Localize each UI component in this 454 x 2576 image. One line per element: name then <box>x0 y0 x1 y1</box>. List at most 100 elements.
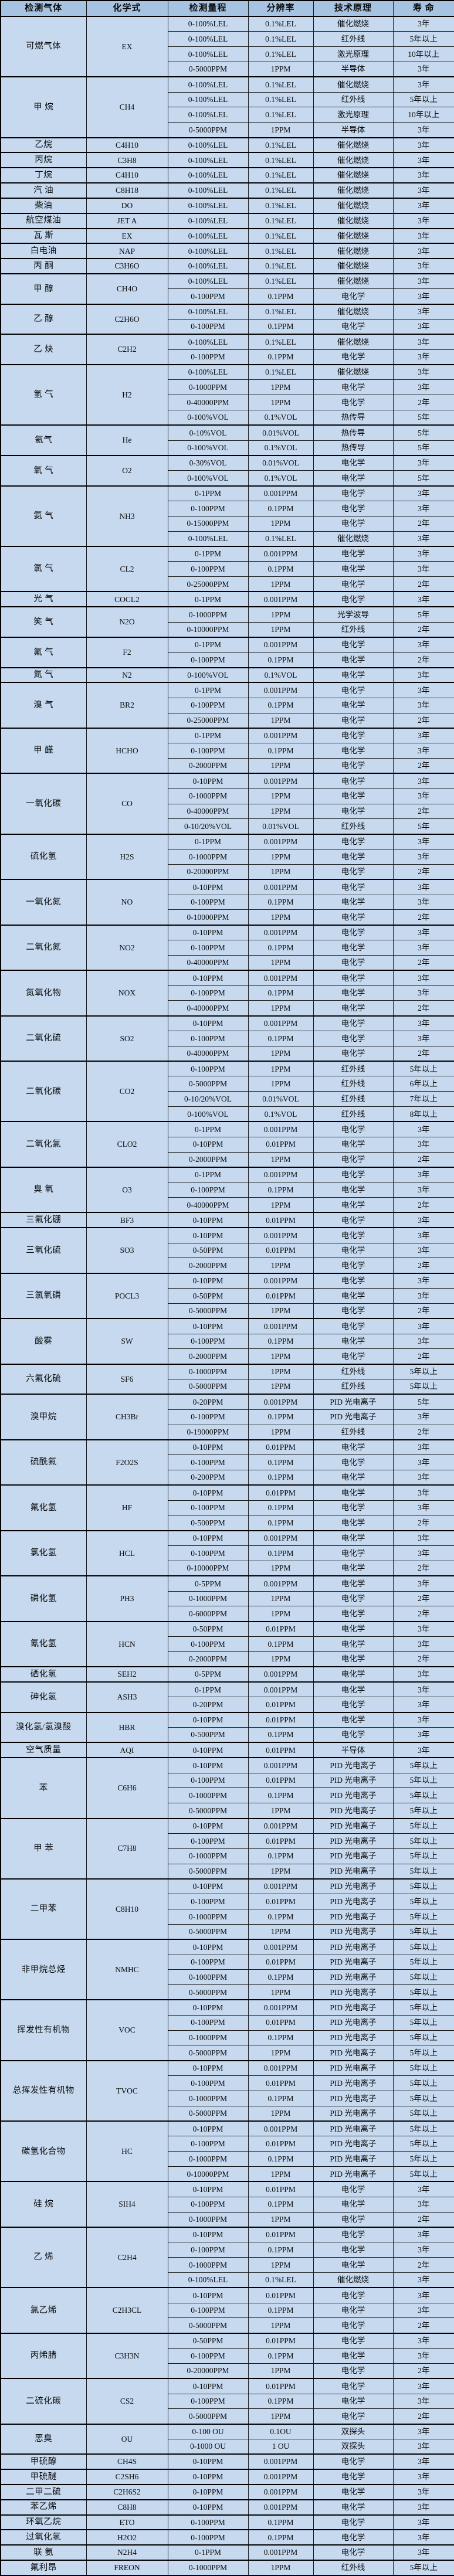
principle-cell: 电化学 <box>313 924 394 941</box>
table-row: 0-100%LEL 0.1%LEL 红外线 5年以上 <box>1 91 454 108</box>
principle-cell: PID 光电离子 <box>313 1772 394 1789</box>
table-row: 氧 气 O2 0-30%VOL 0.01%VOL 电化学 3年 <box>0 455 454 487</box>
range-cell: 0-100%LEL <box>167 227 249 244</box>
gas-name-cell: 非甲烷总烃 <box>0 1939 87 2000</box>
range-cell: 0-1000PPM <box>167 379 249 396</box>
table-row: 0-25000PPM 1PPM 电化学 2年 <box>1 712 454 729</box>
range-cell: 0-10PPM <box>167 1212 249 1228</box>
resolution-cell: 0.1PPM <box>248 1182 314 1198</box>
table-row: 丙烯腈 C3H3N 0-50PPM 0.01PPM 电化学 3年 <box>0 2332 454 2379</box>
lifespan-cell: 3年 <box>392 1454 454 1470</box>
table-row: 0-500PPM 0.1PPM 电化学 3年 <box>1 1727 454 1743</box>
formula-cell: HCL <box>86 1530 168 1576</box>
table-row: 0-100PPM 0.01PPM PID 光电离子 5年以上 <box>1 2075 454 2091</box>
gas-name-cell: 丙 酮 <box>0 258 87 274</box>
lifespan-cell: 5年以上 <box>392 2014 454 2031</box>
range-cell: 0-100PPM <box>167 2242 249 2258</box>
resolution-cell: 0.001PPM <box>248 1166 314 1183</box>
table-row: 臭 氧 O3 0-1PPM 0.001PPM 电化学 3年 <box>0 1166 454 1213</box>
resolution-cell: 0.001PPM <box>248 2060 314 2077</box>
table-row: 0-100PPM 0.1PPM 电化学 3年 <box>1 1545 454 1561</box>
range-cell: 0-100PPM <box>167 501 249 516</box>
range-cell: 0-100%VOL <box>167 440 249 456</box>
gas-name-cell: 空气质量 <box>0 1742 87 1758</box>
principle-cell: 电化学 <box>313 561 394 577</box>
table-row: 溴化氢/氢溴酸 HBR 0-10PPM 0.01PPM 电化学 3年 <box>0 1711 454 1743</box>
range-cell: 0-1000PPM <box>167 2211 249 2228</box>
principle-cell: PID 光电离子 <box>313 1757 394 1773</box>
gas-name-cell: 磷化氢 <box>0 1575 87 1622</box>
gas-name-cell: 甲硫醇 <box>0 2453 87 2470</box>
lifespan-cell: 3年 <box>392 1333 454 1350</box>
resolution-cell: 0.01PPM <box>248 1711 314 1728</box>
range-cell: 0-10/20%VOL <box>167 818 249 835</box>
resolution-cell: 0.001PPM <box>248 485 314 501</box>
principle-cell: 红外线 <box>313 2560 394 2576</box>
range-cell: 0-5000PPM <box>167 1923 249 1940</box>
resolution-cell: 0.1%LEL <box>248 16 314 32</box>
principle-cell: 电化学 <box>313 1000 394 1017</box>
resolution-cell: 0.01PPM <box>248 2226 314 2243</box>
gas-name-cell: 氧 气 <box>0 455 87 487</box>
lifespan-cell: 5年以上 <box>392 1954 454 1970</box>
range-cell: 0-5000PPM <box>167 122 249 138</box>
lifespan-cell: 2年 <box>392 2317 454 2334</box>
lifespan-cell: 3年 <box>392 1636 454 1652</box>
principle-cell: 电化学 <box>313 879 394 895</box>
formula-cell: NOX <box>86 970 168 1017</box>
table-row: 航空煤油 JET A 0-100%LEL 0.1%LEL 催化燃烧 3年 <box>0 212 454 229</box>
resolution-cell: 1PPM <box>248 606 314 623</box>
principle-cell: PID 光电离子 <box>313 1894 394 1910</box>
range-cell: 0-5000PPM <box>167 1863 249 1880</box>
gas-name-cell: 硒化氢 <box>0 1666 87 1683</box>
lifespan-cell: 2年 <box>392 2408 454 2425</box>
column-header-4: 技术原理 <box>313 0 394 17</box>
range-cell: 0-10PPM <box>167 1015 249 1031</box>
formula-cell: FREON <box>86 2560 168 2576</box>
range-cell: 0-10PPM <box>167 1711 249 1728</box>
resolution-cell: 1PPM <box>248 2560 314 2576</box>
table-row: 磷化氢 PH3 0-5PPM 0.001PPM 电化学 3年 <box>0 1575 454 1622</box>
lifespan-cell: 2年 <box>392 652 454 668</box>
table-row: 0-5000PPM 1PPM PID 光电离子 5年以上 <box>1 1984 454 2000</box>
table-row: 0-100PPM 0.1PPM 电化学 3年 <box>1 1030 454 1046</box>
formula-cell: OU <box>86 2423 168 2455</box>
resolution-cell: 0.1PPM <box>248 1969 314 1986</box>
lifespan-cell: 3年 <box>392 1681 454 1698</box>
resolution-cell: 0.001PPM <box>248 1318 314 1334</box>
lifespan-cell: 3年 <box>392 182 454 199</box>
lifespan-cell: 2年 <box>392 2211 454 2228</box>
range-cell: 0-1000PPM <box>167 1848 249 1864</box>
lifespan-cell: 2年 <box>392 1424 454 1440</box>
range-cell: 0-100PPM <box>167 940 249 956</box>
resolution-cell: 0.001PPM <box>248 727 314 744</box>
formula-cell: ETO <box>86 2514 168 2530</box>
formula-cell: SF6 <box>86 1363 168 1395</box>
principle-cell: 电化学 <box>313 2499 394 2516</box>
resolution-cell: 0.01PPM <box>248 1894 314 1910</box>
table-row: 0-100PPM 0.01PPM PID 光电离子 5年以上 <box>1 1954 454 1970</box>
lifespan-cell: 3年 <box>392 1136 454 1153</box>
resolution-cell: 0.1OU <box>248 2423 314 2439</box>
gas-name-cell: 氨 气 <box>0 485 87 547</box>
resolution-cell: 0.01PPM <box>248 1833 314 1849</box>
lifespan-cell: 5年以上 <box>392 1984 454 2000</box>
table-row: 氟利昂 FREON 0-1000PPM 1PPM 红外线 5年以上 <box>0 2560 454 2576</box>
gas-name-cell: 二氧化氮 <box>0 924 87 971</box>
resolution-cell: 0.001PPM <box>248 1575 314 1592</box>
gas-name-cell: 六氟化硫 <box>0 1363 87 1395</box>
lifespan-cell: 10年以上 <box>392 46 454 62</box>
lifespan-cell: 3年 <box>392 1166 454 1183</box>
table-row: 0-100PPM 0.1PPM 电化学 3年 <box>1 1636 454 1652</box>
table-row: 0-19000PPM 1PPM 红外线 2年 <box>1 1424 454 1440</box>
resolution-cell: 0.01PPM <box>248 1484 314 1501</box>
table-row: 0-2000PPM 1PPM 电化学 2年 <box>1 1348 454 1365</box>
range-cell: 0-10PPM <box>167 1999 249 2016</box>
gas-name-cell: 氮 气 <box>0 667 87 683</box>
principle-cell: 电化学 <box>313 2408 394 2425</box>
lifespan-cell: 3年 <box>392 137 454 153</box>
gas-name-cell: 柴油 <box>0 197 87 214</box>
gas-name-cell: 二硫化碳 <box>0 2378 87 2425</box>
lifespan-cell: 5年以上 <box>392 1848 454 1864</box>
resolution-cell: 0.1PPM <box>248 894 314 910</box>
